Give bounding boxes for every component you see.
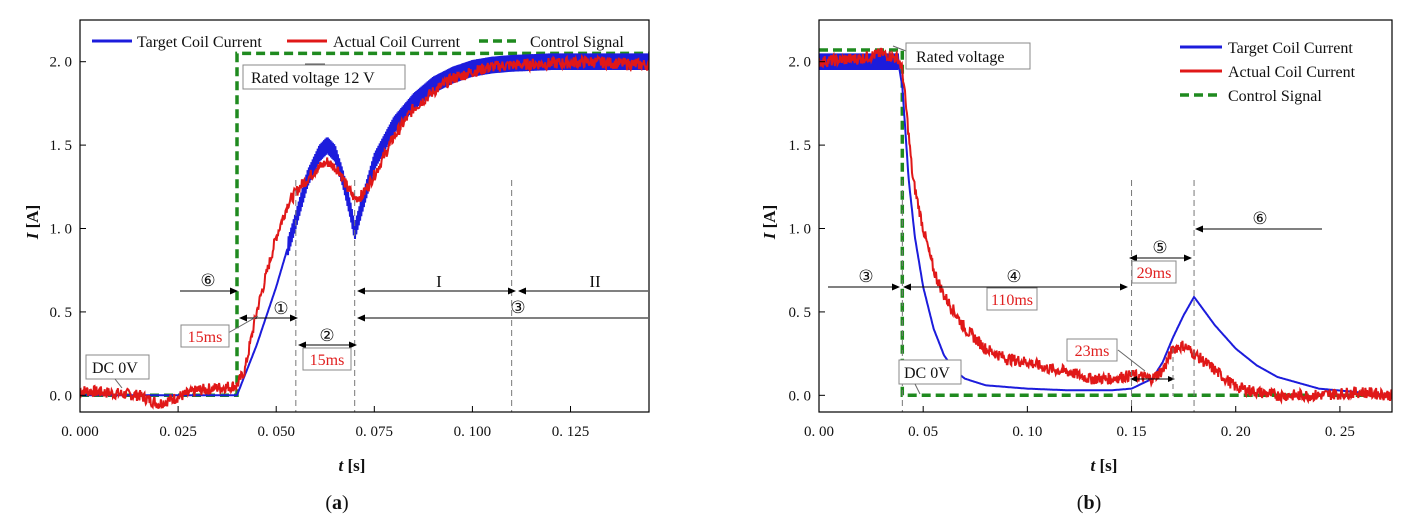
x-tick-label: 0. 20: [1221, 424, 1251, 440]
annotations-a: Rated voltage 12 V DC 0V ⑥ ① 15ms ② 15ms: [85, 63, 648, 389]
phase-3-marker-a: ③: [510, 298, 525, 318]
y-axis-label-a: I [A]: [23, 205, 42, 240]
dc-label-a: DC 0V: [92, 360, 138, 377]
vertical-markers-a: [295, 180, 513, 412]
rated-voltage-label-a: Rated voltage 12 V: [251, 70, 375, 87]
y-tick-label: 0. 5: [50, 305, 73, 321]
x-axis-label-b: t [s]: [1091, 456, 1118, 475]
duration-label-110-b: 110ms: [991, 292, 1033, 309]
x-tick-label: 0. 10: [1012, 424, 1042, 440]
y-tick-label: 0. 0: [50, 388, 73, 404]
caption-a: (a): [325, 492, 348, 514]
x-axis-b: 0. 00 0. 05 0. 10 0. 15 0. 20 0. 25: [804, 406, 1355, 440]
legend-label-actual-b: Actual Coil Current: [1228, 64, 1356, 81]
series-actual-coil-current-a: [80, 53, 649, 410]
chart-panel-a: 0. 000 0. 025 0. 050 0. 075 0. 100 0. 125 0. …: [23, 19, 650, 514]
phase-5-marker-b: ⑤: [1152, 238, 1167, 258]
x-tick-label: 0. 050: [257, 424, 295, 440]
duration-label-23-b: 23ms: [1075, 343, 1110, 360]
y-tick-label: 1. 0: [789, 222, 812, 238]
rated-voltage-box-b: [905, 42, 1031, 70]
duration-box-23-b: [1066, 338, 1118, 362]
phase-4-marker-b: ④: [1006, 267, 1021, 287]
x-tick-label: 0. 075: [356, 424, 394, 440]
series-control-signal-a: [80, 51, 649, 398]
y-tick-label: 1. 5: [50, 138, 73, 154]
x-tick-label: 0. 025: [159, 424, 197, 440]
y-tick-label: 0. 0: [789, 388, 812, 404]
x-tick-label: 0. 25: [1325, 424, 1355, 440]
y-tick-label: 2. 0: [789, 55, 812, 71]
rated-voltage-box-a: [242, 64, 406, 90]
legend-label-target-a: Target Coil Current: [137, 34, 262, 51]
duration-label-2-a: 15ms: [310, 352, 345, 369]
y-tick-label: 1. 0: [50, 222, 73, 238]
y-tick-label: 1. 5: [789, 138, 812, 154]
x-tick-label: 0. 00: [804, 424, 834, 440]
dc-box-a: [85, 354, 150, 380]
x-tick-label: 0. 15: [1117, 424, 1147, 440]
dc-box-b: [898, 359, 962, 385]
chart-panel-b: 0. 00 0. 05 0. 10 0. 15 0. 20 0. 25 0. 0 0. 5 1…: [760, 19, 1393, 514]
y-axis-label-b: I [A]: [760, 205, 779, 240]
duration-box-110-b: [986, 287, 1038, 311]
x-tick-label: 0. 000: [61, 424, 99, 440]
caption-b: (b): [1077, 492, 1101, 514]
legend-label-actual-a: Actual Coil Current: [333, 34, 461, 51]
rated-voltage-label-b: Rated voltage: [916, 49, 1004, 66]
duration-box-29-b: [1131, 260, 1177, 284]
y-axis-b: 0. 0 0. 5 1. 0 1. 5 2. 0: [789, 55, 825, 404]
duration-box-2-a: [302, 347, 352, 371]
phase-6-marker-a: ⑥: [200, 271, 215, 291]
phase-6-marker-b: ⑥: [1252, 209, 1267, 229]
legend-label-control-a: Control Signal: [530, 34, 624, 51]
series-target-coil-current-b: [819, 53, 1392, 397]
region-I-label-a: I: [436, 272, 442, 291]
x-axis-a: 0. 000 0. 025 0. 050 0. 075 0. 100 0. 125: [61, 406, 589, 440]
y-tick-label: 2. 0: [50, 55, 73, 71]
duration-label-29-b: 29ms: [1137, 265, 1172, 282]
phase-1-marker-a: ①: [273, 299, 288, 319]
y-axis-a: 0. 0 0. 5 1. 0 1. 5 2. 0: [50, 55, 86, 404]
y-tick-label: 0. 5: [789, 305, 812, 321]
plot-frame-b: [818, 19, 1393, 413]
x-tick-label: 0. 05: [908, 424, 938, 440]
x-axis-label-a: t [s]: [339, 456, 366, 475]
series-actual-coil-current-b: [819, 47, 1392, 405]
legend-label-control-b: Control Signal: [1228, 88, 1322, 105]
annotations-b: Rated voltage DC 0V ③ ④ 110ms ⑤ 29ms: [828, 42, 1322, 396]
x-tick-label: 0. 125: [552, 424, 590, 440]
plot-frame-a: [79, 19, 650, 413]
dc-label-b: DC 0V: [904, 365, 950, 382]
region-II-label-a: II: [589, 272, 601, 291]
x-tick-label: 0. 100: [454, 424, 492, 440]
phase-3-marker-b: ③: [858, 267, 873, 287]
phase-2-marker-a: ②: [319, 326, 334, 346]
series-target-coil-current-a: [80, 53, 649, 397]
duration-box-1-a: [180, 324, 230, 348]
legend-a: Target Coil Current Actual Coil Current …: [92, 34, 624, 51]
legend-b: Target Coil Current Actual Coil Current …: [1180, 40, 1356, 105]
legend-label-target-b: Target Coil Current: [1228, 40, 1353, 57]
duration-label-1-a: 15ms: [188, 329, 223, 346]
